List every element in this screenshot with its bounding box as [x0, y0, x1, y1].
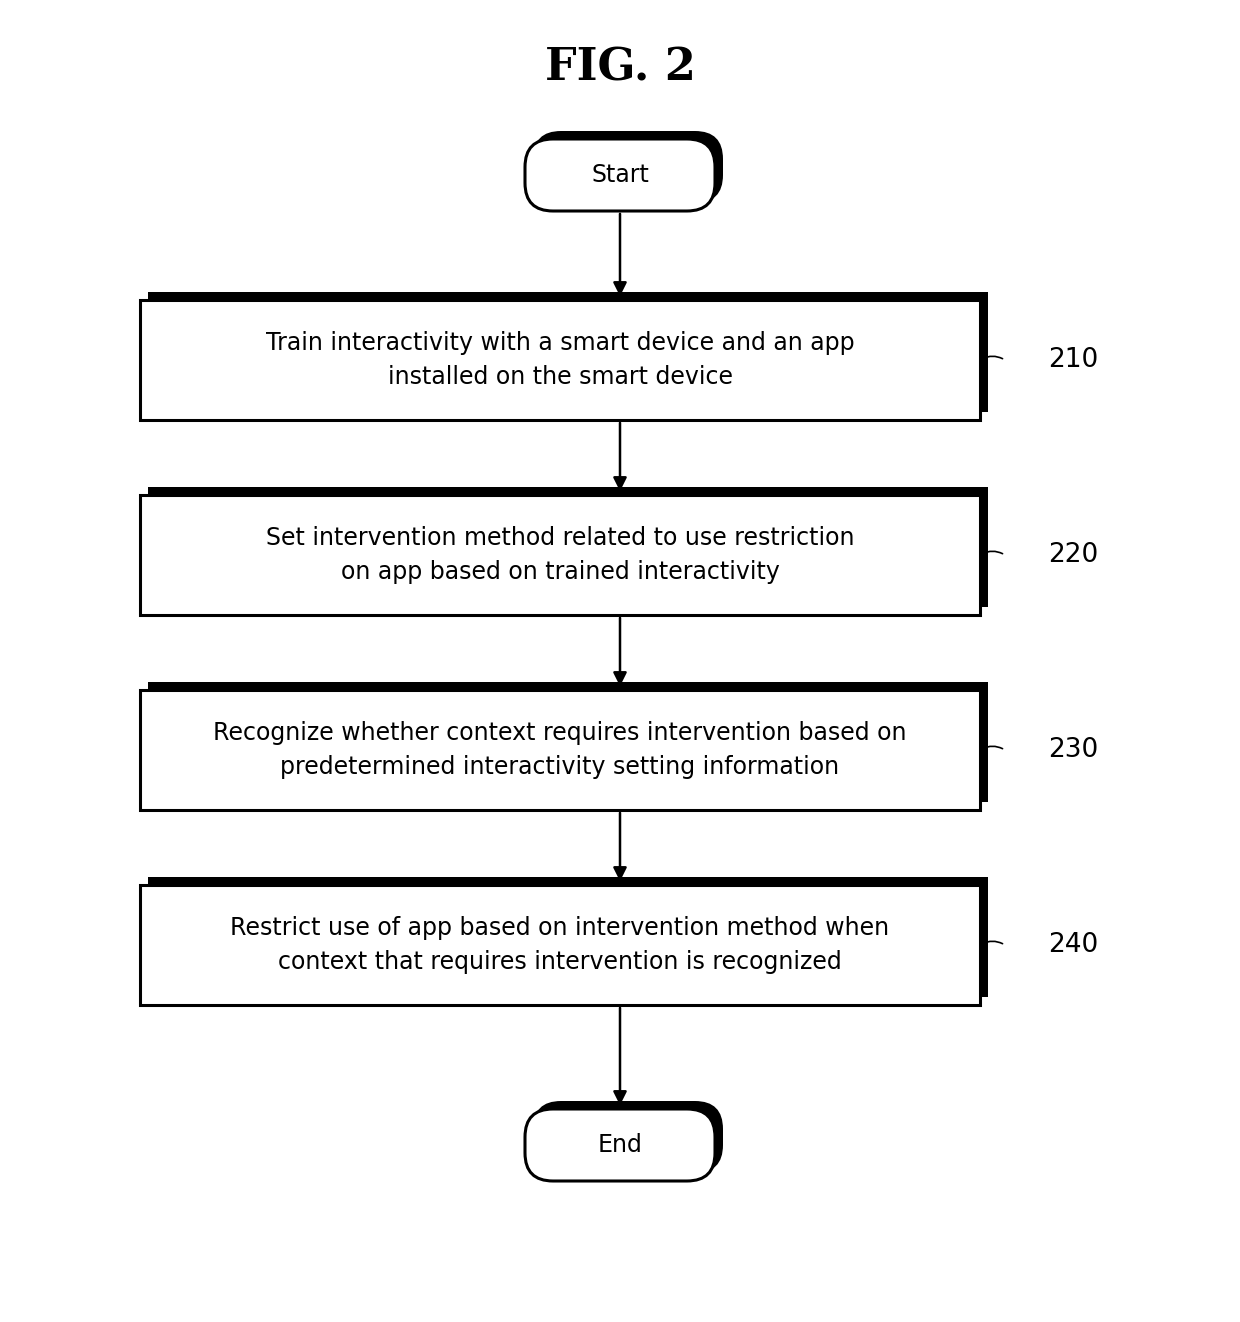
Text: FIG. 2: FIG. 2 [544, 46, 696, 90]
FancyBboxPatch shape [533, 1101, 723, 1173]
FancyBboxPatch shape [140, 494, 980, 615]
Text: Set intervention method related to use restriction
on app based on trained inter: Set intervention method related to use r… [265, 526, 854, 584]
FancyBboxPatch shape [148, 682, 988, 802]
FancyBboxPatch shape [525, 139, 715, 212]
Text: Recognize whether context requires intervention based on
predetermined interacti: Recognize whether context requires inter… [213, 722, 906, 779]
Text: Start: Start [591, 163, 649, 186]
FancyBboxPatch shape [525, 1109, 715, 1181]
Text: 210: 210 [1048, 346, 1099, 373]
Text: 220: 220 [1048, 542, 1099, 568]
FancyBboxPatch shape [140, 690, 980, 810]
FancyBboxPatch shape [533, 131, 723, 204]
Text: Train interactivity with a smart device and an app
installed on the smart device: Train interactivity with a smart device … [265, 332, 854, 389]
FancyBboxPatch shape [140, 300, 980, 420]
Text: Restrict use of app based on intervention method when
context that requires inte: Restrict use of app based on interventio… [231, 916, 889, 974]
Text: 240: 240 [1048, 932, 1099, 958]
FancyBboxPatch shape [140, 884, 980, 1005]
FancyBboxPatch shape [148, 486, 988, 607]
Text: End: End [598, 1133, 642, 1157]
Text: 230: 230 [1048, 736, 1099, 763]
FancyBboxPatch shape [148, 292, 988, 412]
FancyBboxPatch shape [148, 876, 988, 997]
